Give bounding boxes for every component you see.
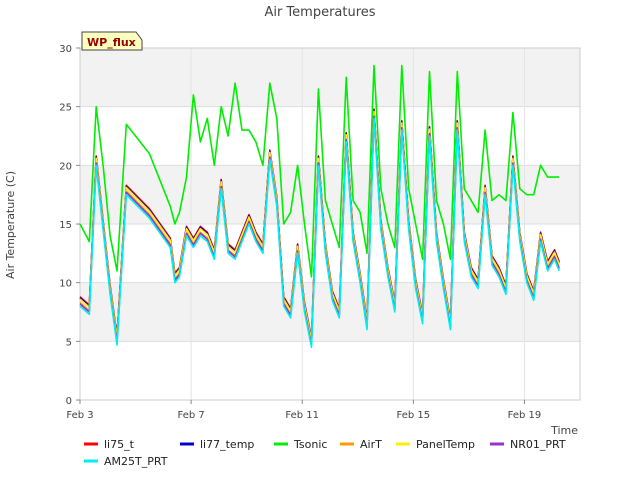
- x-tick-label: Feb 3: [66, 410, 93, 421]
- y-axis-label: Air Temperature (C): [4, 171, 17, 279]
- x-axis: Feb 3 Feb 7 Feb 11 Feb 15 Feb 19: [66, 400, 541, 421]
- legend-label: AM25T_PRT: [104, 455, 168, 468]
- y-tick-label: 30: [59, 44, 72, 55]
- x-tick-label: Feb 11: [285, 410, 319, 421]
- y-tick-label: 20: [59, 161, 72, 172]
- y-axis: 0 5 10 15 20 25 30: [59, 44, 80, 407]
- x-tick-label: Feb 7: [177, 410, 204, 421]
- y-tick-label: 10: [59, 279, 72, 290]
- x-tick-label: Feb 15: [397, 410, 431, 421]
- badge: WP_flux: [81, 31, 143, 51]
- band: [80, 282, 580, 342]
- y-tick-label: 0: [66, 396, 72, 407]
- legend: li75_t li77_temp Tsonic AirT PanelTemp NR01_P…: [84, 438, 566, 468]
- y-tick-label: 25: [59, 103, 72, 114]
- legend-label: NR01_PRT: [510, 438, 566, 451]
- legend-label: li77_temp: [200, 438, 254, 451]
- legend-label: Tsonic: [293, 438, 327, 451]
- band: [80, 48, 580, 107]
- legend-label: AirT: [360, 438, 382, 451]
- series-layer: [79, 64, 560, 348]
- background-bands: [80, 48, 580, 342]
- chart-title: Air Temperatures: [264, 5, 375, 20]
- legend-label: li75_t: [104, 438, 135, 451]
- y-tick-label: 5: [66, 337, 72, 348]
- x-tick-label: Feb 19: [508, 410, 542, 421]
- series-line-tsonic: [79, 64, 560, 278]
- badge-label: WP_flux: [87, 36, 136, 49]
- series-line-am25t-prt: [79, 117, 560, 348]
- legend-label: PanelTemp: [416, 438, 475, 451]
- y-tick-label: 15: [59, 220, 72, 231]
- badge-box: [81, 31, 143, 51]
- x-axis-label: Time: [550, 424, 578, 437]
